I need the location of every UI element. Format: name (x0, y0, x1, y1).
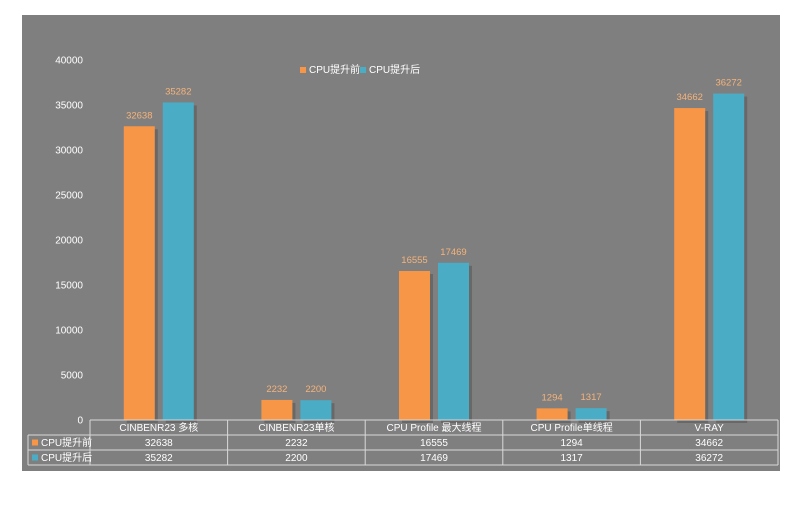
table-cell: 32638 (145, 438, 173, 449)
x-tick-label: V-RAY (695, 423, 725, 434)
data-label: 2200 (305, 384, 326, 395)
table-cell: 34662 (695, 438, 723, 449)
table-cell: 1317 (560, 453, 583, 464)
table-series-name: CPU提升后 (41, 452, 92, 464)
data-label: 2232 (266, 384, 287, 395)
table-cell: 36272 (695, 453, 723, 464)
table-cell: 1294 (560, 438, 583, 449)
legend-label: CPU提升前 (309, 63, 360, 76)
table-cell: 17469 (420, 453, 448, 464)
x-tick-label: CPU Profile单线程 (530, 421, 612, 434)
y-tick-label: 30000 (55, 146, 83, 157)
bar (261, 399, 293, 420)
legend-swatch (360, 67, 366, 73)
y-tick-label: 35000 (55, 101, 83, 112)
legend-label: CPU提升后 (369, 64, 420, 76)
data-label: 32638 (126, 110, 152, 121)
bar (300, 400, 332, 420)
data-label: 1294 (542, 392, 563, 403)
bar (575, 408, 607, 420)
data-label: 36272 (715, 78, 741, 89)
bar (123, 126, 155, 421)
y-tick-label: 20000 (55, 236, 83, 247)
table-legend-key (32, 454, 38, 461)
data-label: 17469 (440, 247, 466, 258)
data-label: 1317 (581, 392, 602, 403)
x-tick-label: CINBENR23 多核 (119, 421, 198, 434)
y-tick-label: 15000 (55, 281, 83, 292)
table-cell: 2232 (285, 438, 308, 449)
table-legend-key (32, 439, 38, 446)
data-label: 35282 (165, 86, 191, 97)
data-label: 34662 (676, 92, 702, 103)
bar (713, 93, 745, 420)
y-tick-label: 0 (77, 416, 83, 427)
y-tick-label: 25000 (55, 191, 83, 202)
legend-swatch (300, 67, 306, 73)
bar (536, 408, 568, 420)
table-cell: 2200 (285, 453, 308, 464)
bar (438, 262, 469, 420)
bar (674, 108, 706, 421)
bar-chart: 0 5000 10000 15000 20000 25000 30000 35000 40000… (27, 56, 779, 466)
chart-panel: 0 5000 10000 15000 20000 25000 30000 35000 40000… (22, 15, 780, 471)
bar (399, 271, 430, 420)
bar (162, 102, 194, 420)
x-tick-label: CINBENR23单核 (258, 421, 334, 434)
table-cell: 35282 (145, 453, 173, 464)
table-series-name: CPU提升前 (41, 436, 92, 449)
table-cell: 16555 (420, 438, 448, 449)
x-tick-label: CPU Profile 最大线程 (386, 421, 481, 434)
y-tick-label: 5000 (61, 371, 84, 382)
data-label: 16555 (401, 255, 427, 266)
y-tick-label: 40000 (55, 56, 83, 67)
y-tick-label: 10000 (55, 326, 83, 337)
